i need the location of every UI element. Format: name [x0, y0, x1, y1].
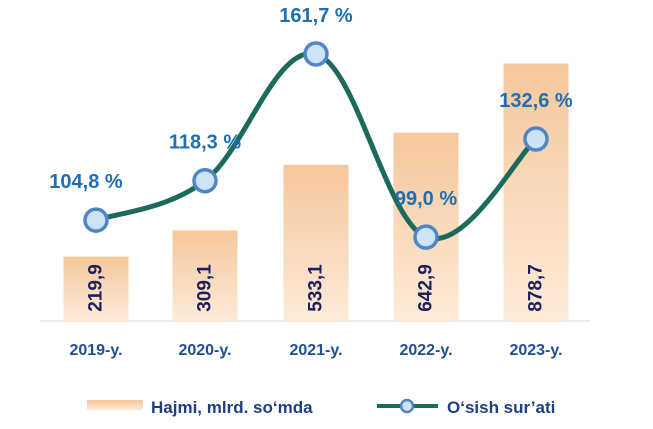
growth-value-label: 132,6 % — [499, 90, 573, 112]
bar-value-label: 533,1 — [306, 264, 327, 312]
legend: Hajmi, mlrd. so‘mda O‘sish sur’ati — [87, 398, 555, 417]
growth-marker — [413, 224, 439, 250]
category-label: 2023-y. — [509, 342, 562, 359]
category-label: 2022-y. — [399, 342, 452, 359]
bar-series — [63, 63, 569, 322]
growth-marker — [303, 41, 329, 67]
category-label: 2021-y. — [289, 342, 342, 359]
growth-marker — [83, 207, 109, 233]
bar-2019 — [63, 256, 129, 321]
growth-value-label: 118,3 % — [169, 132, 242, 154]
growth-value-label: 161,7 % — [279, 5, 353, 27]
bar-value-label: 309,1 — [195, 264, 216, 312]
category-label: 2020-y. — [178, 342, 231, 359]
bar-value-label: 219,9 — [86, 264, 107, 312]
legend-line-marker — [399, 398, 415, 414]
category-label: 2019-y. — [69, 342, 122, 359]
bar-2021 — [283, 164, 349, 321]
bar-2023 — [503, 63, 569, 322]
bar-value-label: 878,7 — [526, 264, 547, 312]
growth-value-label: 104,8 % — [49, 171, 123, 193]
bar-2020 — [172, 230, 238, 321]
growth-marker — [192, 167, 218, 194]
category-labels: 2019-y. 2020-y. 2021-y. 2022-y. 2023-y. — [69, 342, 562, 359]
bar-value-labels: 219,9 309,1 533,1 642,9 878,7 — [86, 264, 547, 312]
bar-value-label: 642,9 — [416, 264, 437, 312]
growth-value-label: 99,0 % — [395, 188, 457, 210]
legend-bar-swatch — [87, 400, 143, 410]
growth-value-labels: 104,8 % 118,3 % 161,7 % 99,0 % 132,6 % — [49, 5, 573, 210]
growth-marker — [523, 126, 549, 152]
growth-markers — [83, 41, 549, 250]
legend-line-label: O‘sish sur’ati — [447, 398, 555, 417]
legend-bar-label: Hajmi, mlrd. so‘mda — [151, 398, 313, 417]
